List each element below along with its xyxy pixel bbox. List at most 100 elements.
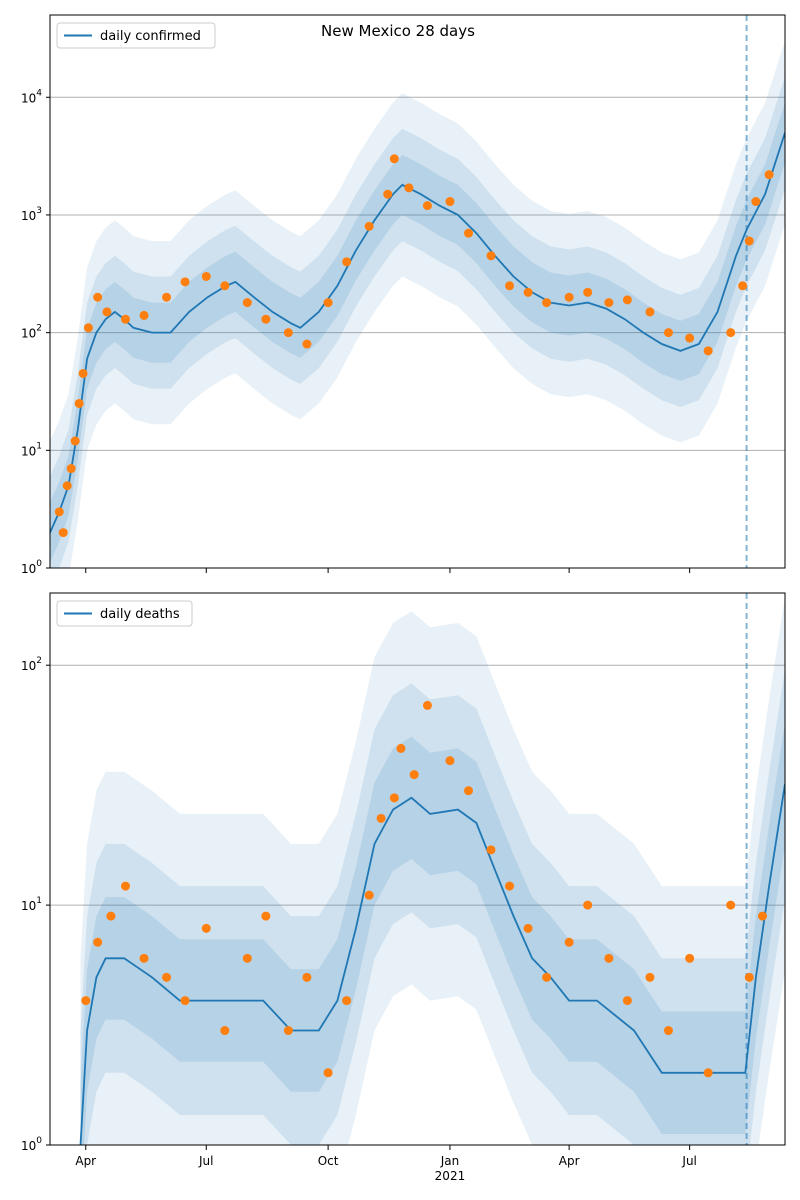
data-point [93, 937, 103, 947]
data-point [622, 996, 632, 1006]
data-point [81, 996, 91, 1006]
data-point [302, 972, 312, 982]
data-point [751, 197, 761, 207]
y-tick-label: 102 [21, 324, 42, 341]
data-point [162, 292, 172, 302]
data-point [364, 221, 374, 231]
data-point [201, 271, 211, 281]
x-tick-label: Apr [75, 1154, 96, 1168]
y-gridlines [50, 664, 785, 906]
data-point [542, 972, 552, 982]
confirmed-chart-panel: 100 101 102 103 104 daily confirmed New Mexi… [21, 14, 786, 576]
data-point [738, 281, 748, 291]
uncertainty-bands [80, 597, 785, 1145]
data-point [422, 201, 432, 211]
data-point [242, 953, 252, 963]
data-point [604, 298, 614, 308]
y-tick-label: 101 [21, 896, 42, 913]
plot-area [50, 15, 785, 568]
x-tick-label: Jul [198, 1154, 213, 1168]
y-tick-label: 101 [21, 441, 42, 458]
y-axis-ticks: 100 101 102 [21, 656, 50, 1153]
data-point [396, 743, 406, 753]
data-point [523, 923, 533, 933]
data-point [703, 346, 713, 356]
data-point [663, 328, 673, 338]
data-point [70, 436, 80, 446]
uncertainty-band [80, 669, 785, 1145]
uncertainty-band [50, 76, 785, 568]
x-tick-year-label: 2021 [435, 1169, 466, 1183]
data-point [486, 251, 496, 261]
data-point [645, 972, 655, 982]
data-point [726, 328, 736, 338]
data-point [663, 1026, 673, 1036]
legend-box [56, 22, 216, 49]
series-line [79, 783, 785, 1145]
data-point [463, 228, 473, 238]
data-point [583, 287, 593, 297]
plot-frame [49, 14, 786, 569]
series-line [50, 132, 785, 533]
data-point [404, 183, 414, 193]
data-point [564, 937, 574, 947]
uncertainty-band [80, 597, 785, 1145]
data-point [242, 298, 252, 308]
data-point [261, 314, 271, 324]
data-point [564, 292, 574, 302]
data-point [685, 953, 695, 963]
data-point [283, 328, 293, 338]
data-point [180, 996, 190, 1006]
x-tick-label: Apr [559, 1154, 580, 1168]
data-point [78, 368, 88, 378]
data-point [505, 881, 515, 891]
data-point [389, 793, 399, 803]
x-tick-label: Jan [440, 1154, 460, 1168]
observed-points [54, 154, 774, 538]
data-point [523, 287, 533, 297]
data-point [139, 953, 149, 963]
data-point [622, 295, 632, 305]
data-point [389, 154, 399, 164]
data-point [383, 189, 393, 199]
x-axis-ticks [85, 568, 691, 573]
data-point [323, 298, 333, 308]
x-tick-label: Oct [318, 1154, 339, 1168]
fit-line [79, 783, 785, 1145]
legend-label: daily deaths [100, 607, 180, 622]
data-point [323, 1068, 333, 1078]
data-point [66, 464, 76, 474]
data-point [342, 996, 352, 1006]
data-point [62, 481, 72, 491]
data-point [757, 911, 767, 921]
y-tick-label: 100 [21, 559, 42, 576]
plot-area [50, 593, 785, 1145]
data-point [102, 307, 112, 317]
legend-box [56, 600, 193, 627]
data-point [220, 1026, 230, 1036]
data-point [764, 170, 774, 180]
data-point [645, 307, 655, 317]
y-tick-label: 102 [21, 656, 42, 673]
data-point [744, 972, 754, 982]
data-point [201, 923, 211, 933]
data-point [422, 700, 432, 710]
y-tick-label: 103 [21, 206, 42, 223]
data-point [463, 786, 473, 796]
data-point [120, 881, 130, 891]
data-point [220, 281, 230, 291]
observed-points [81, 700, 767, 1078]
data-point [180, 277, 190, 287]
uncertainty-band [80, 722, 785, 1145]
data-point [486, 845, 496, 855]
data-point [409, 770, 419, 780]
data-point [364, 890, 374, 900]
legend-label: daily confirmed [100, 29, 201, 44]
legend: daily deaths [56, 600, 193, 627]
uncertainty-band [50, 102, 785, 563]
data-point [604, 953, 614, 963]
legend: daily confirmed [56, 22, 216, 49]
data-point [261, 911, 271, 921]
y-gridlines [50, 96, 785, 451]
